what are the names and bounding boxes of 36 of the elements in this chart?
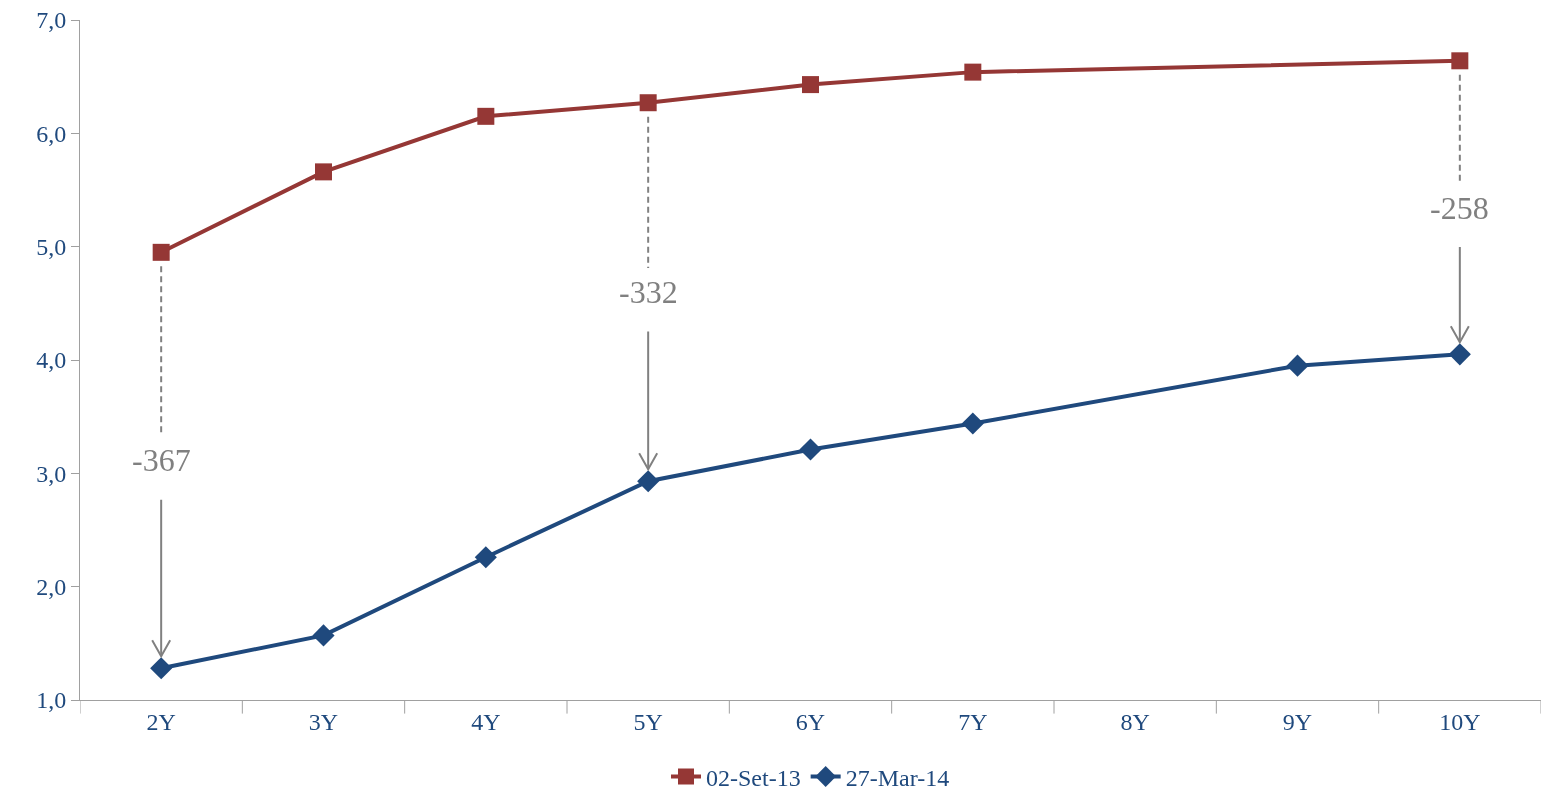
annotation: -332 bbox=[619, 274, 678, 310]
point bbox=[150, 657, 173, 680]
point bbox=[961, 412, 984, 435]
point bbox=[799, 438, 822, 461]
point bbox=[312, 624, 335, 647]
point bbox=[152, 243, 170, 261]
legend-label: 02-Set-13 bbox=[706, 764, 801, 791]
y-tick-label: 3,0 bbox=[36, 460, 67, 487]
point bbox=[964, 63, 982, 81]
point bbox=[315, 163, 332, 181]
x-tick-label: 3Y bbox=[308, 708, 339, 735]
x-tick-label: 4Y bbox=[471, 708, 501, 735]
x-tick-label: 2Y bbox=[146, 708, 176, 735]
legend-label: 27-Mar-14 bbox=[845, 764, 950, 791]
y-tick-label: 7,0 bbox=[36, 7, 67, 34]
y-tick-label: 6,0 bbox=[36, 120, 67, 147]
point bbox=[1451, 52, 1469, 70]
point bbox=[637, 470, 660, 493]
point bbox=[1448, 343, 1471, 366]
point bbox=[802, 76, 819, 94]
x-tick-label: 9Y bbox=[1282, 708, 1313, 735]
x-tick-label: 8Y bbox=[1120, 708, 1150, 735]
x-tick-label: 10Y bbox=[1439, 708, 1481, 735]
x-tick-label: 7Y bbox=[958, 708, 988, 735]
y-tick-label: 1,0 bbox=[36, 687, 67, 714]
y-tick-label: 5,0 bbox=[36, 234, 67, 261]
point bbox=[639, 94, 657, 112]
y-tick-label: 2,0 bbox=[36, 574, 67, 601]
y-tick-label: 4,0 bbox=[36, 347, 67, 374]
point bbox=[477, 107, 495, 125]
annotation: -367 bbox=[132, 442, 191, 478]
annotation: -258 bbox=[1430, 190, 1489, 226]
point bbox=[474, 546, 497, 569]
x-tick-label: 6Y bbox=[795, 708, 826, 735]
point bbox=[1286, 354, 1309, 377]
x-tick-label: 5Y bbox=[633, 708, 663, 735]
